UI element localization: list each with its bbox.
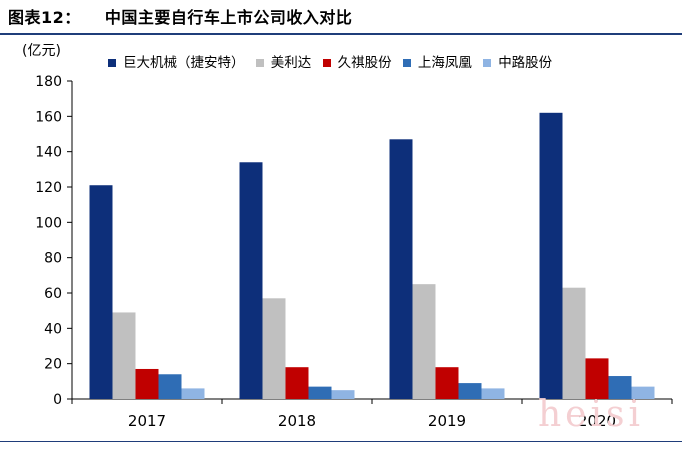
y-tick-label: 20 (44, 357, 62, 373)
bar (308, 386, 332, 399)
bar (239, 162, 263, 399)
legend-label: 久祺股份 (337, 55, 392, 71)
y-tick-label: 100 (35, 215, 62, 231)
bar (285, 367, 309, 399)
bar (608, 376, 632, 399)
bar (412, 284, 436, 399)
bar (89, 185, 113, 399)
legend-swatch (483, 59, 492, 67)
figure-label: 图表12： (8, 8, 81, 27)
legend-item: 上海凤凰 (402, 51, 472, 71)
bar (331, 390, 355, 399)
y-tick-label: 80 (44, 251, 62, 267)
legend-label: 中路股份 (498, 55, 553, 71)
x-tick-label: 2017 (128, 412, 166, 430)
legend-label: 上海凤凰 (417, 55, 472, 71)
bar (539, 112, 563, 400)
legend-swatch (255, 59, 264, 67)
bar (481, 388, 505, 399)
bar (181, 388, 205, 399)
legend-label: 美利达 (270, 55, 312, 71)
legend-item: 巨大机械（捷安特） (108, 51, 245, 71)
bar (435, 367, 459, 399)
chart-title: 中国主要自行车上市公司收入对比 (104, 8, 353, 27)
y-tick-label: 140 (35, 145, 62, 161)
legend-item: 美利达 (255, 51, 312, 71)
bar (562, 287, 586, 399)
y-tick-label: 60 (44, 286, 62, 302)
x-tick-label: 2018 (278, 412, 316, 430)
y-tick-label: 120 (35, 180, 62, 196)
bar (458, 383, 482, 399)
legend-swatch (402, 59, 411, 67)
y-tick-label: 0 (53, 392, 62, 408)
bar (262, 298, 286, 399)
bar (631, 386, 655, 399)
bottom-rule (0, 441, 682, 442)
bar (585, 358, 609, 399)
y-tick-label: 40 (44, 321, 62, 337)
y-tick-label: 180 (35, 74, 62, 90)
title-rule (0, 33, 682, 35)
x-tick-label: 2019 (428, 412, 466, 430)
watermark-text: heisi (538, 394, 644, 435)
bar (112, 312, 136, 399)
chart-legend: 巨大机械（捷安特） 美利达 久祺股份 上海凤凰 中路股份 (108, 51, 559, 71)
legend-item: 中路股份 (483, 51, 552, 71)
bar (135, 368, 159, 399)
bar (389, 139, 413, 400)
legend-swatch (322, 59, 331, 67)
bar (158, 374, 182, 399)
legend-swatch (108, 59, 116, 67)
legend-item: 久祺股份 (322, 51, 392, 71)
chart-title-row: 图表12： 中国主要自行车上市公司收入对比 (8, 5, 674, 31)
x-tick-label: 2020 (578, 412, 616, 430)
y-axis-unit-label: (亿元) (22, 43, 61, 59)
legend-label: 巨大机械（捷安特） (123, 55, 245, 71)
y-tick-label: 160 (35, 109, 62, 125)
